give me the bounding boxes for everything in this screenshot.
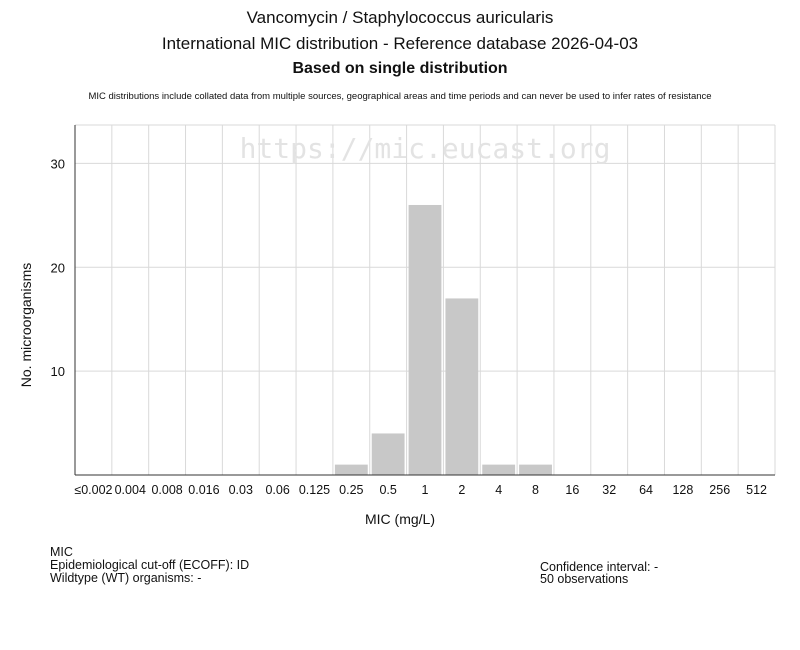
x-tick-label: 0.125: [299, 483, 330, 497]
wildtype-text: Wildtype (WT) organisms: -: [50, 571, 202, 585]
x-axis-title: MIC (mg/L): [365, 511, 435, 527]
x-tick-label: 0.004: [115, 483, 146, 497]
y-tick-label: 10: [51, 364, 65, 379]
x-tick-label: 0.5: [379, 483, 396, 497]
x-tick-label: 0.06: [265, 483, 289, 497]
x-tick-label: 8: [532, 483, 539, 497]
x-tick-label: ≤0.002: [74, 483, 112, 497]
x-tick-label: 0.016: [188, 483, 219, 497]
x-tick-label: 1: [422, 483, 429, 497]
x-tick-label: 32: [602, 483, 616, 497]
bar-4: [482, 464, 516, 475]
x-tick-label: 16: [565, 483, 579, 497]
x-tick-label: 0.008: [151, 483, 182, 497]
y-tick-label: 20: [51, 260, 65, 275]
bar-0.25: [334, 464, 368, 475]
x-tick-label: 0.25: [339, 483, 363, 497]
bar-0.5: [371, 433, 405, 475]
x-tick-label: 64: [639, 483, 653, 497]
x-tick-label: 4: [495, 483, 502, 497]
chart-subtitle: International MIC distribution - Referen…: [161, 34, 639, 53]
bar-8: [519, 464, 552, 475]
y-axis-title: No. microorganisms: [18, 263, 34, 387]
bar-1: [408, 204, 442, 475]
y-tick-label: 30: [51, 156, 65, 171]
observations-text: 50 observations: [540, 572, 629, 586]
x-tick-label: 128: [672, 483, 693, 497]
distribution-basis: Based on single distribution: [292, 60, 508, 77]
x-tick-label: 2: [458, 483, 465, 497]
disclaimer: MIC distributions include collated data …: [88, 91, 712, 102]
confidence-text: Confidence interval: -: [540, 560, 659, 574]
watermark: https://mic.eucast.org: [240, 132, 611, 165]
x-tick-label: 256: [709, 483, 730, 497]
x-tick-label: 0.03: [229, 483, 253, 497]
x-tick-label: 512: [746, 483, 767, 497]
chart-title: Vancomycin / Staphylococcus auricularis: [246, 8, 554, 27]
mic-label: MIC: [50, 545, 73, 559]
bar-2: [445, 298, 479, 475]
ecoff-text: Epidemiological cut-off (ECOFF): ID: [50, 558, 250, 572]
